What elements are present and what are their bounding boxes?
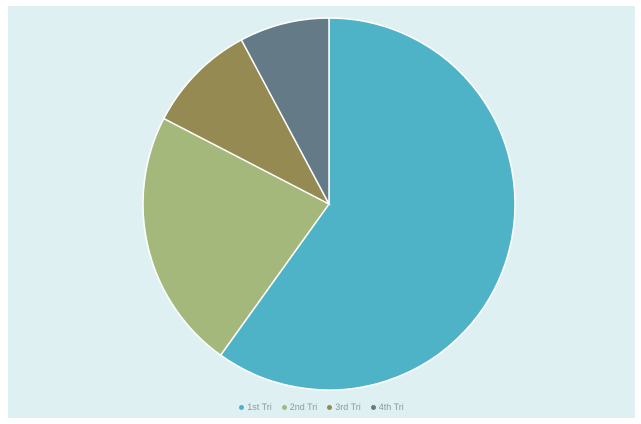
legend-item-4: 4th Tri xyxy=(370,402,404,412)
legend-swatch xyxy=(281,405,287,411)
pie-slice-3 xyxy=(162,38,331,206)
pie-chart xyxy=(142,17,516,391)
legend: 1st Tri 2nd Tri 3rd Tri 4th Tri xyxy=(8,402,635,412)
legend-item-1: 1st Tri xyxy=(239,402,272,412)
chart-area: 1st Tri 2nd Tri 3rd Tri 4th Tri xyxy=(8,6,635,418)
pie-slice-2 xyxy=(142,117,331,357)
pie-slice-1 xyxy=(219,17,516,391)
legend-label: 1st Tri xyxy=(247,402,272,412)
legend-swatch xyxy=(370,405,376,411)
legend-label: 2nd Tri xyxy=(289,402,318,412)
legend-label: 4th Tri xyxy=(378,402,404,412)
pie-slice-4 xyxy=(240,17,330,205)
legend-swatch xyxy=(239,405,245,411)
legend-item-3: 3rd Tri xyxy=(327,402,361,412)
legend-item-2: 2nd Tri xyxy=(281,402,318,412)
legend-swatch xyxy=(327,405,333,411)
legend-label: 3rd Tri xyxy=(335,402,361,412)
